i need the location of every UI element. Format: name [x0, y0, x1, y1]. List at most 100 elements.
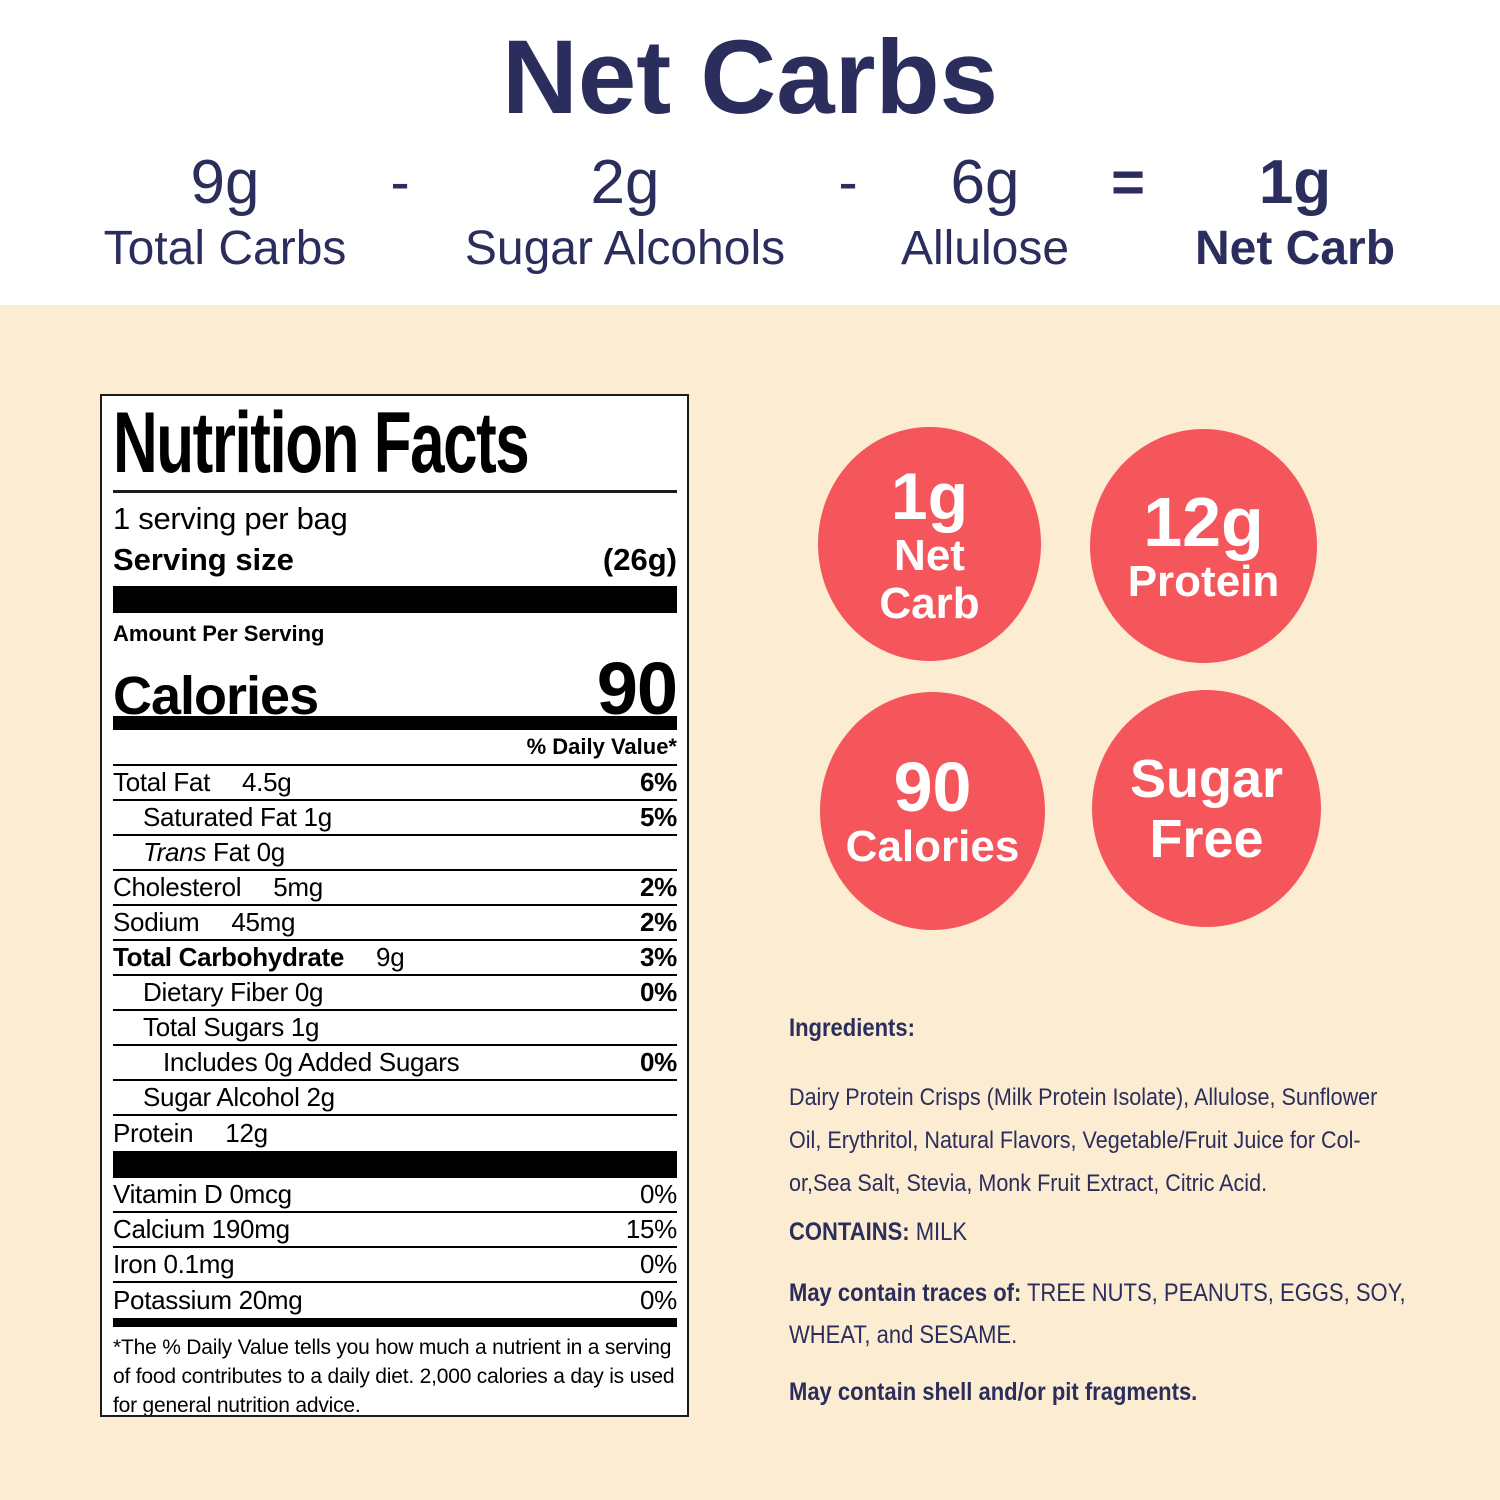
highlight-badge: 90 Calories [820, 692, 1045, 930]
nutrient-name-text: Includes 0g Added Sugars [163, 1047, 460, 1077]
nutrient-name: Sugar Alcohol 2g [113, 1082, 335, 1113]
equation-operator: = [1111, 150, 1145, 215]
net-carbs-equation: 9g Total Carbs 2g Sugar Alcohols 6g Allu… [0, 0, 1500, 305]
serving-size-value: (26g) [602, 542, 677, 577]
vitamin-name: Iron 0.1mg [113, 1249, 235, 1279]
nutrient-row: Total Carbohydrate 9g 3% [113, 941, 677, 976]
nutrient-name-text: Total Sugars 1g [143, 1012, 320, 1042]
nutrient-amount: 45mg [231, 907, 296, 937]
equation-operator: - [838, 150, 858, 215]
vitamin-name: Calcium 190mg [113, 1214, 290, 1244]
shell-fragment-note: May contain shell and/or pit fragments. [789, 1378, 1198, 1406]
nutrient-row: Includes 0g Added Sugars 0% [113, 1046, 677, 1081]
medium-separator-bar [113, 716, 677, 730]
nutrient-daily-value: 5% [640, 802, 677, 832]
daily-value-header: % Daily Value* [113, 734, 677, 766]
net-carbs-header: Net Carbs 9g Total Carbs 2g Sugar Alcoho… [0, 0, 1500, 305]
vitamin-rows: Vitamin D 0mcg 0% Calcium 190mg 15% Iron… [113, 1178, 677, 1318]
nutrient-name: Includes 0g Added Sugars [113, 1047, 460, 1078]
equation-term-label: Sugar Alcohols [464, 222, 786, 275]
thick-separator-bar [113, 1151, 677, 1178]
nutrient-row: Saturated Fat 1g 5% [113, 801, 677, 836]
badge-value: 1g [890, 459, 969, 533]
nutrient-name-text: Saturated Fat 1g [143, 802, 332, 832]
nutrient-name-italic-prefix: Trans [143, 837, 207, 867]
traces-label: May contain traces of: [789, 1279, 1022, 1307]
equation-term: 2g Sugar Alcohols [465, 150, 785, 276]
nutrient-daily-value: 6% [640, 767, 677, 797]
badge-label: Calories [845, 822, 1020, 871]
badge-value: 12g [1143, 483, 1264, 561]
thick-separator-bar [113, 586, 677, 613]
nutrient-name: Cholesterol 5mg [113, 872, 323, 903]
medium-separator-bar [113, 1318, 677, 1327]
highlight-badge: 1g Net Carb [818, 427, 1041, 661]
equation-operator: - [390, 150, 410, 215]
daily-value-footnote: *The % Daily Value tells you how much a … [113, 1336, 675, 1417]
serving-size-label: Serving size [113, 542, 294, 577]
vitamin-daily-value: 15% [625, 1214, 677, 1244]
badge-label: Protein [1127, 557, 1280, 606]
badge-value: Sugar [1129, 748, 1284, 809]
vitamin-row: Iron 0.1mg 0% [113, 1248, 677, 1283]
nutrient-amount: 12g [225, 1118, 268, 1148]
equation-term: 6g Allulose [901, 150, 1069, 276]
nutrient-row: Sugar Alcohol 2g [113, 1081, 677, 1116]
contains-statement: CONTAINS: MILK [789, 1216, 967, 1248]
nutrient-name: Sodium 45mg [113, 907, 296, 938]
calories-value: 90 [596, 647, 678, 730]
nutrient-daily-value: 0% [640, 1047, 677, 1077]
contains-value: MILK [915, 1218, 968, 1246]
traces-statement: May contain traces of: TREE NUTS, PEANUT… [789, 1272, 1406, 1356]
nutrient-row: Trans Fat 0g [113, 836, 677, 871]
nutrient-name-text: Total Fat [113, 767, 211, 797]
nutrient-name-text: Protein [113, 1118, 194, 1148]
nutrient-name-text: Sugar Alcohol 2g [143, 1082, 335, 1112]
ingredients-heading: Ingredients: [789, 1014, 915, 1042]
vitamin-name: Vitamin D 0mcg [113, 1179, 292, 1209]
badge-value: 90 [893, 748, 972, 826]
nutrient-daily-value: 3% [640, 942, 677, 972]
nutrient-name: Saturated Fat 1g [113, 802, 332, 833]
highlight-badge: 12g Protein [1090, 429, 1317, 663]
equation-term-label: Net Carb [1194, 222, 1396, 275]
nutrient-name: Trans Fat 0g [113, 837, 285, 868]
nutrient-row: Total Sugars 1g [113, 1011, 677, 1046]
divider-rule [113, 490, 677, 493]
vitamin-row: Vitamin D 0mcg 0% [113, 1178, 677, 1213]
equation-term: 9g Total Carbs [104, 150, 347, 276]
nutrient-daily-value: 2% [640, 907, 677, 937]
nutrient-row: Total Fat 4.5g 6% [113, 766, 677, 801]
equation-term-value: 6g [950, 148, 1020, 217]
nutrient-row: Dietary Fiber 0g 0% [113, 976, 677, 1011]
nutrient-row: Cholesterol 5mg 2% [113, 871, 677, 906]
nutrient-name-text: Total Carbohydrate [113, 942, 345, 972]
nutrient-name: Total Carbohydrate 9g [113, 942, 405, 973]
nutrition-facts-title: Nutrition Facts [113, 395, 530, 491]
nutrient-name-text: Fat 0g [213, 837, 285, 867]
nutrition-facts-label: Nutrition Facts 1 serving per bag Servin… [100, 394, 689, 1417]
amount-per-serving-label: Amount Per Serving [113, 621, 325, 646]
nutrient-row: Protein 12g [113, 1116, 677, 1151]
nutrient-amount: 9g [376, 942, 405, 972]
serving-size-row: Serving size (26g) [113, 540, 677, 580]
equation-term-value: 2g [590, 148, 660, 217]
nutrient-name: Total Fat 4.5g [113, 767, 292, 798]
calories-label: Calories [113, 666, 319, 726]
ingredients-section: Ingredients: Dairy Protein Crisps (Milk … [789, 0, 1423, 1500]
nutrient-name: Protein 12g [113, 1118, 268, 1149]
vitamin-daily-value: 0% [640, 1249, 677, 1279]
vitamin-daily-value: 0% [640, 1179, 677, 1209]
vitamin-row: Potassium 20mg 0% [113, 1283, 677, 1318]
nutrient-name: Total Sugars 1g [113, 1012, 319, 1043]
nutrient-rows: Total Fat 4.5g 6% Saturated Fat 1g 5% Tra… [113, 766, 677, 1151]
nutrient-name-text: Dietary Fiber 0g [143, 977, 324, 1007]
traces-value: TREE NUTS, PEANUTS, EGGS, SOY, WHEAT, an… [789, 1279, 1406, 1349]
nutrient-name-text: Cholesterol [113, 872, 242, 902]
highlight-badge: Sugar Free [1092, 690, 1321, 927]
equation-term-value: 9g [190, 148, 260, 217]
contains-label: CONTAINS: [789, 1218, 910, 1246]
vitamin-name: Potassium 20mg [113, 1285, 303, 1315]
badge-label: Net Carb [879, 531, 980, 628]
